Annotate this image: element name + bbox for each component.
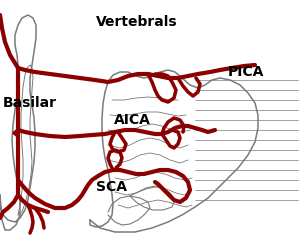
Text: PICA: PICA (228, 65, 264, 79)
Text: SCA: SCA (96, 180, 127, 194)
Text: Basilar: Basilar (3, 96, 57, 110)
Text: Vertebrals: Vertebrals (96, 15, 178, 29)
Text: AICA: AICA (114, 113, 151, 127)
